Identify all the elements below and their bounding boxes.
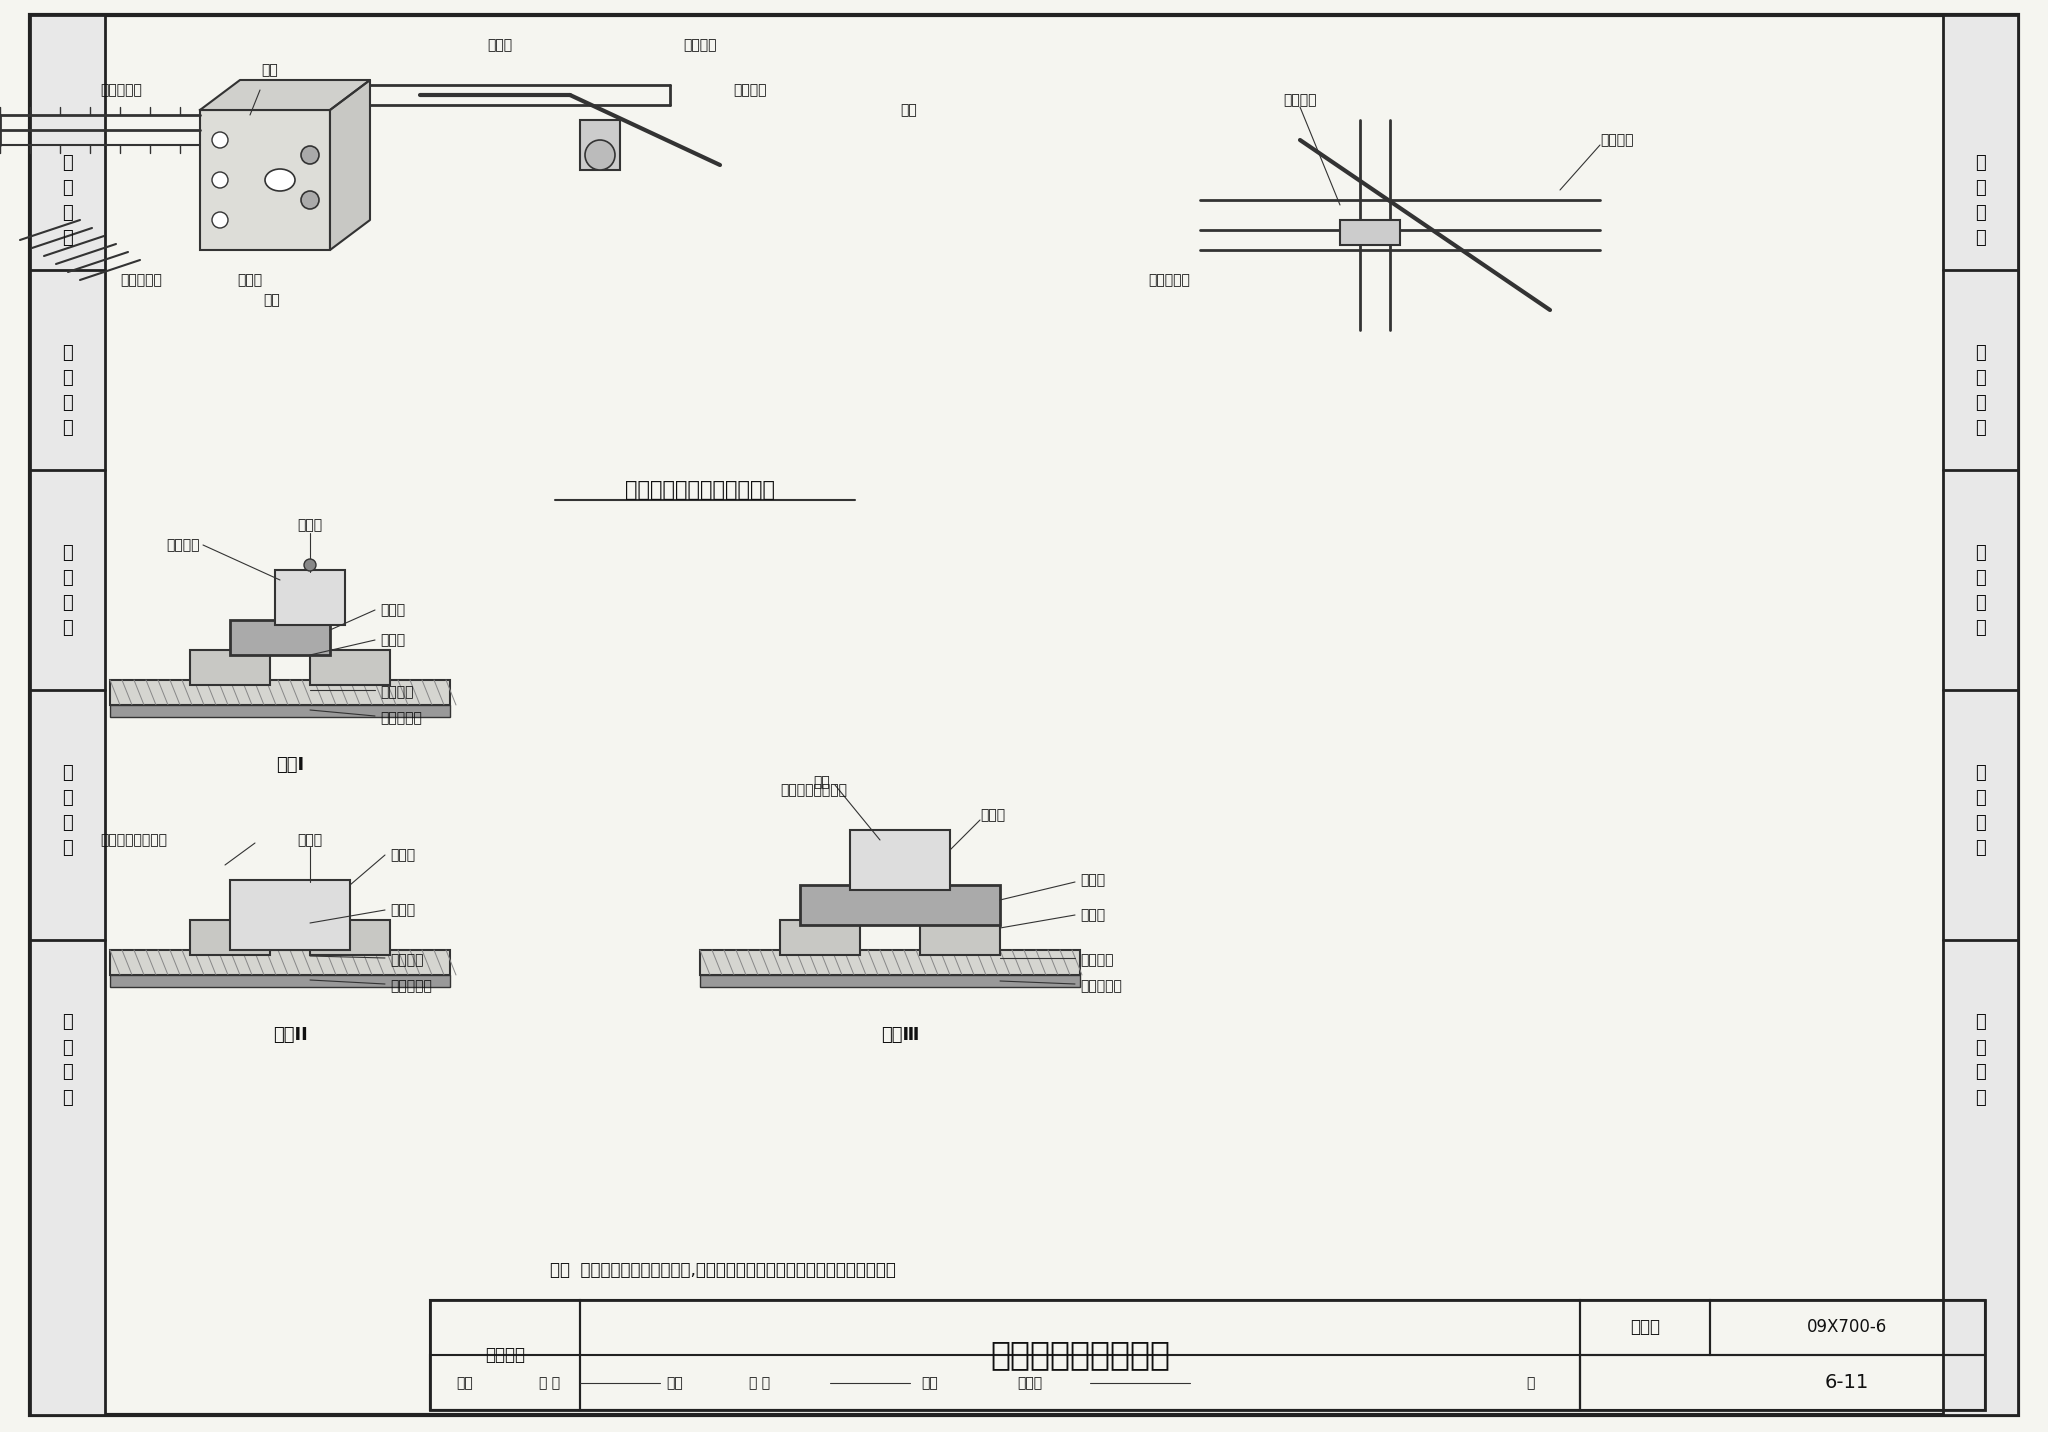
Ellipse shape <box>264 169 295 190</box>
Text: 防
雷
接
地: 防 雷 接 地 <box>1974 1014 1985 1107</box>
Text: 接线盒: 接线盒 <box>297 833 324 846</box>
Text: 吊顶内轻钢龙骨上钢管敷设: 吊顶内轻钢龙骨上钢管敷设 <box>625 480 774 500</box>
Text: 小龙骨: 小龙骨 <box>381 633 406 647</box>
Circle shape <box>213 172 227 188</box>
Text: 防
雷
接
地: 防 雷 接 地 <box>61 1014 72 1107</box>
Text: 供
电
电
源: 供 电 电 源 <box>61 344 72 437</box>
Text: 单边管卡: 单边管卡 <box>733 83 766 97</box>
Bar <box>201 110 330 251</box>
Text: 钢管: 钢管 <box>899 103 918 117</box>
Text: 大龙骨: 大龙骨 <box>1079 874 1106 886</box>
Text: 建筑密封膏: 建筑密封膏 <box>389 979 432 992</box>
Bar <box>190 919 270 955</box>
Text: 接线盒: 接线盒 <box>981 808 1006 822</box>
Text: 吊顶面板: 吊顶面板 <box>1079 954 1114 967</box>
Text: 小龙骨: 小龙骨 <box>1079 908 1106 922</box>
Text: 方案Ⅲ: 方案Ⅲ <box>881 1025 920 1044</box>
Circle shape <box>213 212 227 228</box>
Bar <box>1579 1355 1985 1411</box>
Text: 朱立彤: 朱立彤 <box>1018 1376 1042 1390</box>
Text: 吊顶小龙骨: 吊顶小龙骨 <box>121 274 162 286</box>
Text: 设
备
安
装: 设 备 安 装 <box>1974 763 1985 856</box>
Bar <box>850 831 950 891</box>
Text: 单边管卡: 单边管卡 <box>1599 133 1634 147</box>
Text: 09X700-6: 09X700-6 <box>1806 1317 1886 1336</box>
Bar <box>780 919 860 955</box>
Bar <box>190 650 270 684</box>
Bar <box>700 949 1079 975</box>
Text: 6-11: 6-11 <box>1825 1373 1870 1392</box>
Circle shape <box>303 558 315 571</box>
Text: 焊接: 焊接 <box>813 775 829 789</box>
Text: 校对: 校对 <box>668 1376 684 1390</box>
Text: 吊顶面板: 吊顶面板 <box>381 684 414 699</box>
Bar <box>1710 1300 1985 1355</box>
Circle shape <box>301 146 319 165</box>
Bar <box>700 975 1079 987</box>
Circle shape <box>213 132 227 147</box>
Bar <box>430 1300 580 1411</box>
Text: 方案II: 方案II <box>272 1025 307 1044</box>
Text: 螺钉、螺母、垫圈: 螺钉、螺母、垫圈 <box>100 833 168 846</box>
Bar <box>1339 221 1401 245</box>
Bar <box>229 620 330 654</box>
Text: 根母: 根母 <box>264 294 281 306</box>
Bar <box>229 881 350 949</box>
Text: 缆
线
敷
设: 缆 线 敷 设 <box>61 544 72 636</box>
Text: 吊顶面板: 吊顶面板 <box>389 954 424 967</box>
Text: 方案I: 方案I <box>276 756 303 775</box>
Text: 接线盒在吊顶内安装: 接线盒在吊顶内安装 <box>989 1339 1169 1372</box>
Bar <box>430 1355 1579 1411</box>
Circle shape <box>586 140 614 170</box>
Text: 图集号: 图集号 <box>1630 1317 1661 1336</box>
Text: 机
房
工
程: 机 房 工 程 <box>1974 153 1985 246</box>
Text: 孙 兰: 孙 兰 <box>750 1376 770 1390</box>
Circle shape <box>301 190 319 209</box>
Text: 张 宜: 张 宜 <box>539 1376 561 1390</box>
Text: 设计: 设计 <box>922 1376 938 1390</box>
Text: 自攻螺钉: 自攻螺钉 <box>684 39 717 52</box>
Text: 页: 页 <box>1526 1376 1534 1390</box>
Bar <box>1579 1300 1710 1355</box>
Text: 审核: 审核 <box>457 1376 473 1390</box>
Bar <box>111 680 451 705</box>
Text: 大龙骨: 大龙骨 <box>389 848 416 862</box>
Bar <box>801 885 999 925</box>
Text: 大龙骨: 大龙骨 <box>487 39 512 52</box>
Bar <box>309 650 389 684</box>
Bar <box>31 14 104 1415</box>
Text: 设
备
安
装: 设 备 安 装 <box>61 763 72 856</box>
Polygon shape <box>330 80 371 251</box>
Text: 接线盒: 接线盒 <box>238 274 262 286</box>
Text: 大龙骨: 大龙骨 <box>381 603 406 617</box>
Text: 小龙骨: 小龙骨 <box>389 904 416 916</box>
Text: 焊接: 焊接 <box>262 63 279 77</box>
Text: 注：  如采用硬质塑料管配管时,可使用塑料盒、塑料端接头、塑料开口管卡。: 注： 如采用硬质塑料管配管时,可使用塑料盒、塑料端接头、塑料开口管卡。 <box>551 1262 895 1279</box>
Text: 接线盒: 接线盒 <box>297 518 324 533</box>
Text: 建筑密封膏: 建筑密封膏 <box>381 712 422 725</box>
Text: 设备安装: 设备安装 <box>485 1346 524 1365</box>
Text: 吊顶大龙骨: 吊顶大龙骨 <box>1149 274 1190 286</box>
Polygon shape <box>201 80 371 110</box>
Text: 缆
线
敷
设: 缆 线 敷 设 <box>1974 544 1985 636</box>
Bar <box>1944 14 2017 1415</box>
Bar <box>430 1300 1985 1411</box>
Text: 建筑密封膏: 建筑密封膏 <box>1079 979 1122 992</box>
Bar <box>580 120 621 170</box>
Text: 螺钉、螺母、垫弼: 螺钉、螺母、垫弼 <box>780 783 848 798</box>
Bar <box>111 705 451 717</box>
Bar <box>274 570 344 624</box>
Bar <box>309 919 389 955</box>
Bar <box>580 1300 1579 1411</box>
Text: 自攻螺钉: 自攻螺钉 <box>166 538 201 551</box>
Text: 供
电
电
源: 供 电 电 源 <box>1974 344 1985 437</box>
Text: 吊顶大龙骨: 吊顶大龙骨 <box>100 83 141 97</box>
Bar <box>111 949 451 975</box>
Bar <box>111 975 451 987</box>
Bar <box>920 919 999 955</box>
Text: 机
房
工
程: 机 房 工 程 <box>61 153 72 246</box>
Text: 自攻螺钉: 自攻螺钉 <box>1284 93 1317 107</box>
